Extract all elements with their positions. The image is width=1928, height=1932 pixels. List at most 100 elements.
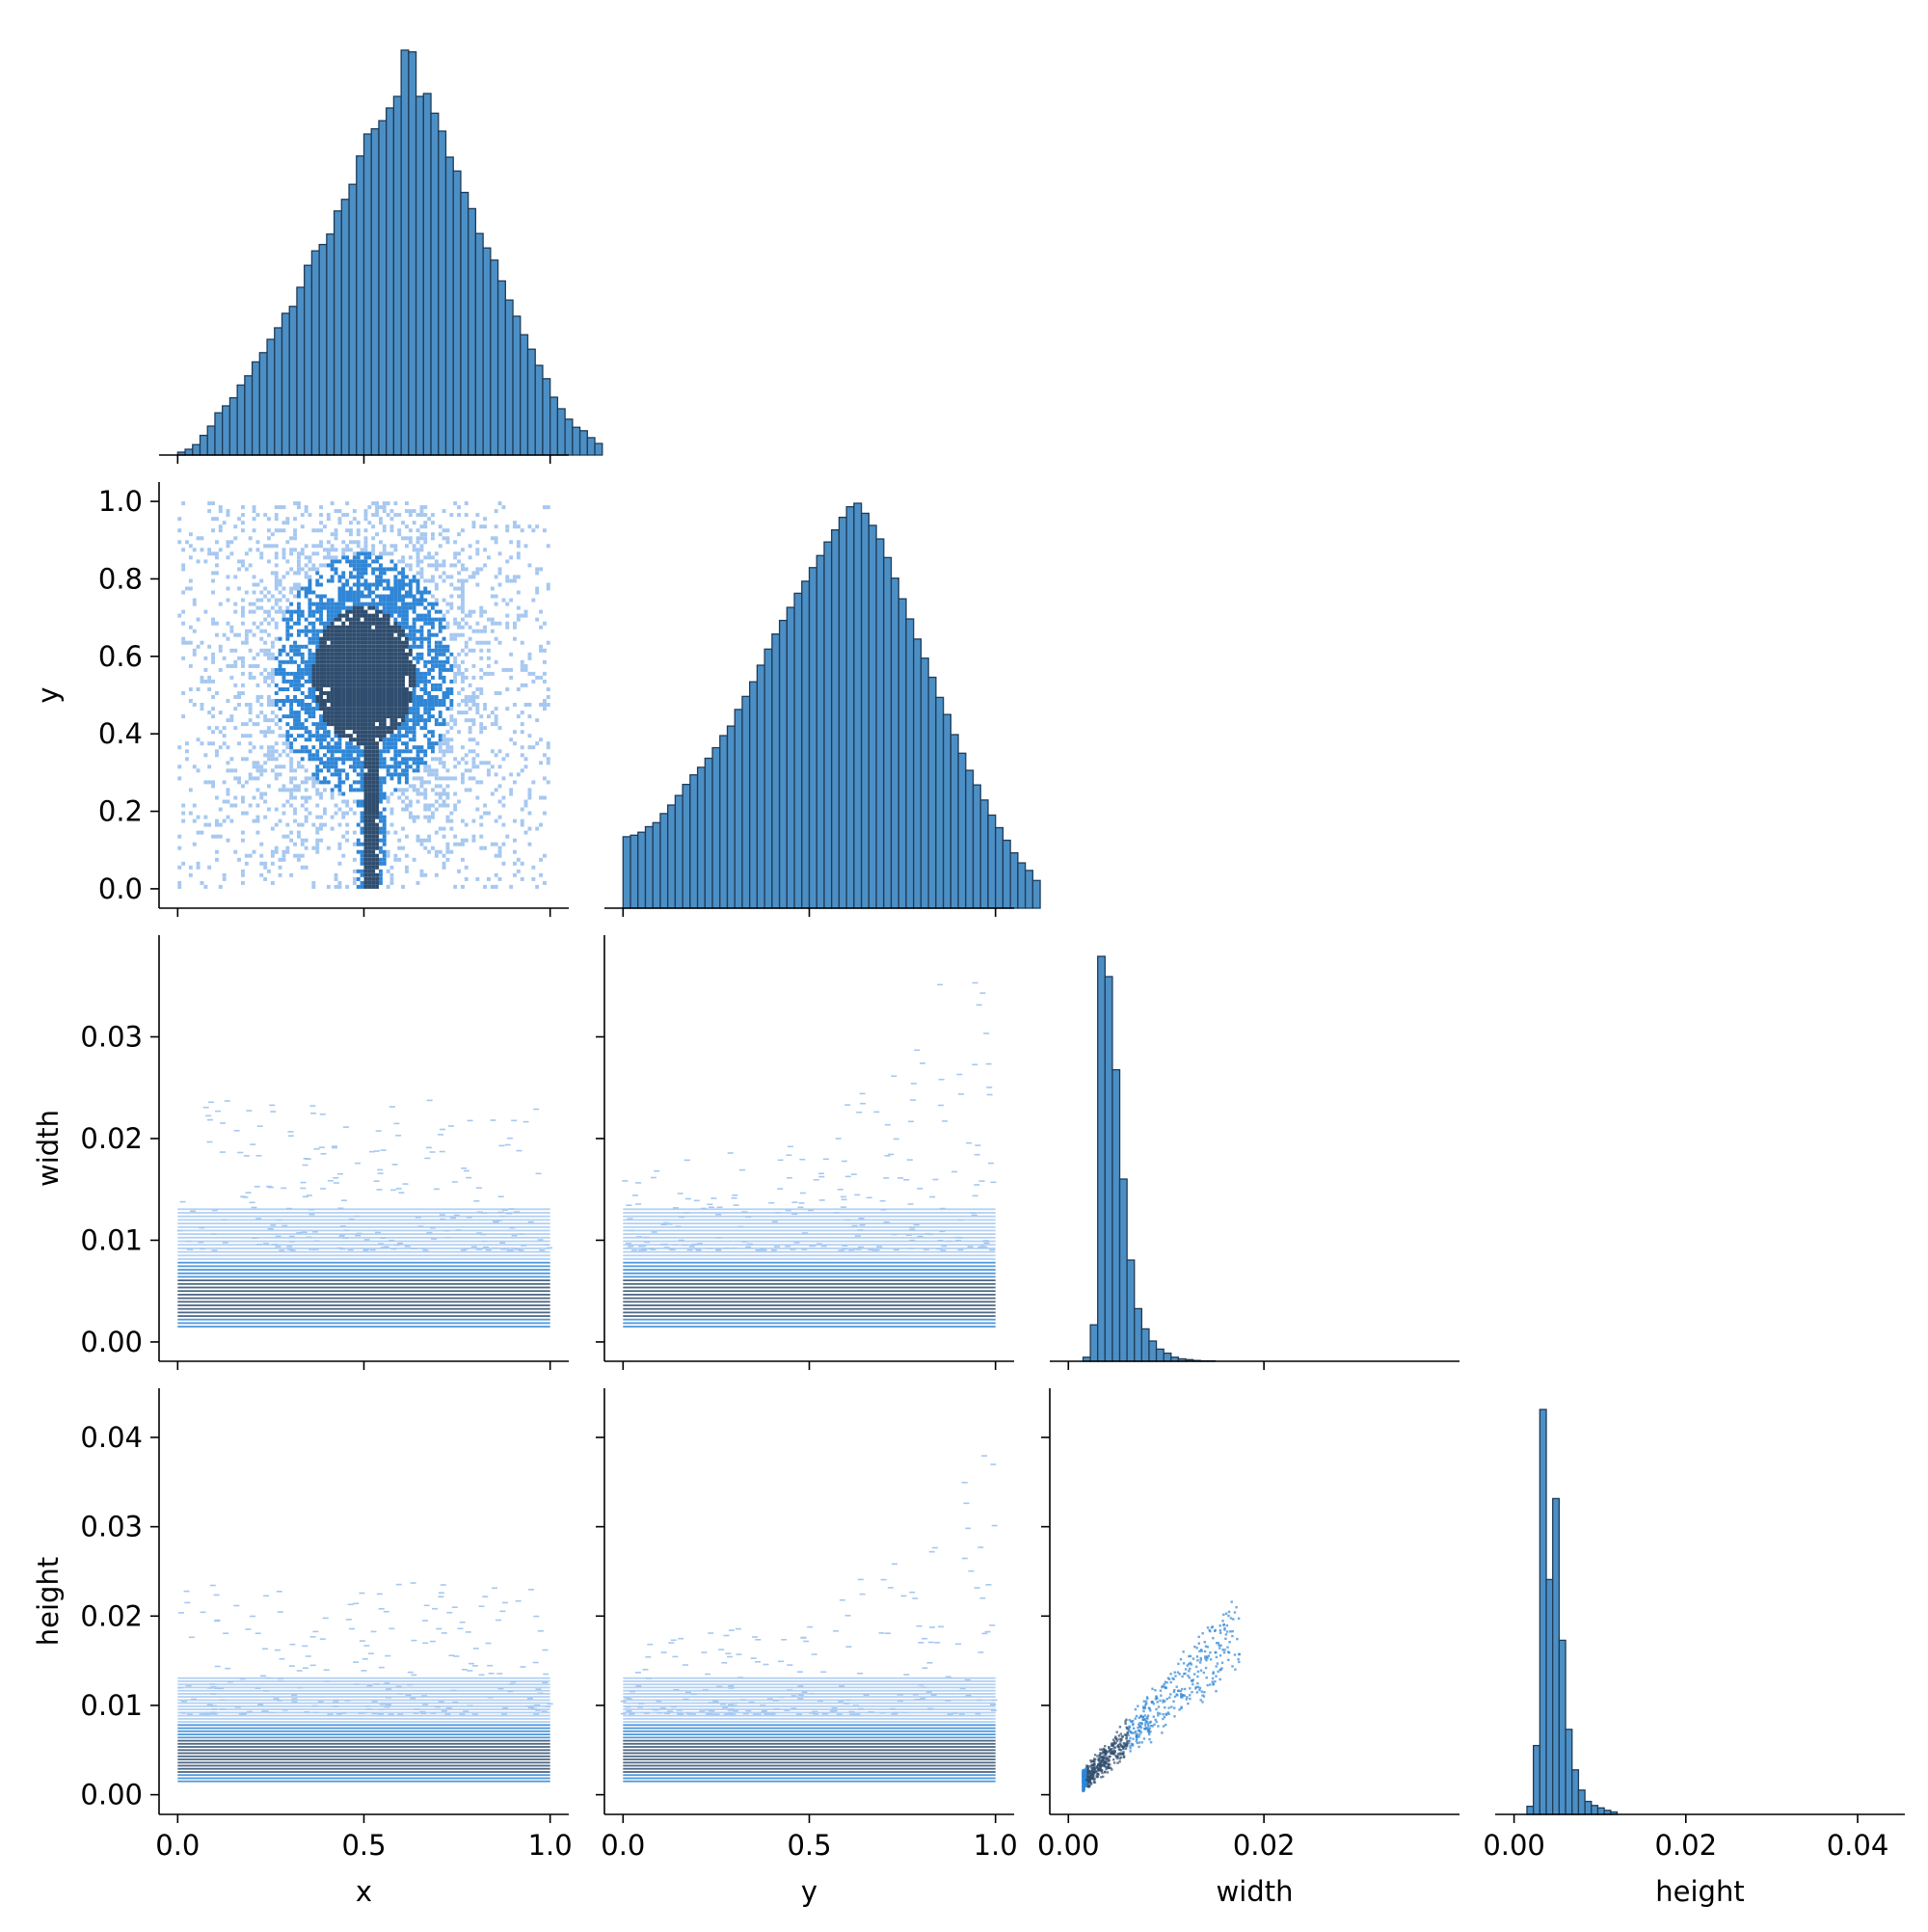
- hist2d-cell: [345, 528, 349, 532]
- hist2d-cell: [357, 695, 361, 699]
- hist2d-cell: [383, 711, 387, 714]
- hist2d-cell: [367, 823, 371, 827]
- hist2d-dash: [489, 1673, 495, 1675]
- hist2d-dash: [736, 1628, 741, 1630]
- hist2d-dash: [336, 1248, 342, 1249]
- hist2d-dash: [289, 1665, 295, 1667]
- hist2d-dash: [301, 1182, 307, 1184]
- hist2d-cell: [237, 559, 241, 563]
- hist2d-cell: [311, 633, 315, 637]
- hist2d-cell: [249, 804, 253, 808]
- hist-bar-x: [297, 287, 305, 455]
- hist2d-cell: [364, 687, 368, 691]
- hist2d-cell: [319, 703, 323, 707]
- hist2d-dash: [798, 1695, 804, 1697]
- hist2d-cell: [387, 714, 390, 718]
- hist2d-cell: [431, 664, 435, 668]
- hist2d-dash: [422, 1704, 428, 1705]
- hist2d-cell: [335, 645, 338, 649]
- hist2d-cell: [259, 649, 263, 653]
- hist2d-cell: [259, 730, 263, 734]
- hist2d-cell: [189, 788, 193, 792]
- hist2d-cell: [331, 745, 335, 749]
- hist2d-cell: [423, 753, 427, 757]
- hist2d-point: [1198, 1643, 1200, 1645]
- hist2d-cell: [390, 595, 394, 599]
- hist2d-cell: [193, 630, 197, 633]
- hist2d-cell: [349, 559, 353, 563]
- hist2d-cell: [453, 885, 457, 889]
- hist2d-cell: [446, 603, 450, 606]
- hist2d-dash: [181, 1712, 187, 1714]
- hist2d-cell: [379, 753, 383, 757]
- hist2d-cell: [275, 772, 279, 776]
- hist2d-cell: [475, 540, 479, 544]
- hist2d-point: [1207, 1684, 1209, 1686]
- hist2d-cell: [253, 722, 256, 726]
- hist2d-cell: [427, 765, 431, 768]
- hist2d-cell: [361, 676, 364, 680]
- hist2d-cell: [237, 567, 241, 571]
- hist2d-cell: [367, 819, 371, 823]
- hist2d-stripe: [177, 1749, 549, 1751]
- hist2d-dash: [901, 1712, 907, 1714]
- hist2d-cell: [379, 626, 383, 630]
- hist2d-cell: [364, 738, 368, 741]
- hist2d-cell: [345, 753, 349, 757]
- hist2d-cell: [357, 885, 361, 889]
- hist2d-dash: [180, 1201, 186, 1203]
- hist2d-cell: [367, 555, 371, 559]
- hist2d-cell: [181, 637, 185, 641]
- hist2d-cell: [397, 653, 401, 657]
- hist2d-cell: [449, 595, 453, 599]
- hist2d-cell: [397, 610, 401, 614]
- hist2d-cell: [413, 691, 416, 695]
- hist2d-cell: [297, 718, 301, 722]
- hist2d-cell: [390, 657, 394, 660]
- hist2d-cell: [361, 873, 364, 877]
- hist2d-dash: [225, 1100, 230, 1102]
- hist2d-cell: [367, 870, 371, 873]
- hist2d-dash: [715, 1237, 721, 1239]
- hist2d-cell: [323, 722, 327, 726]
- hist2d-cell: [531, 680, 535, 684]
- hist2d-dash: [209, 1683, 215, 1685]
- hist2d-cell: [383, 614, 387, 618]
- hist2d-cell: [341, 653, 345, 657]
- hist-bar-y: [802, 581, 810, 908]
- hist2d-cell: [423, 691, 427, 695]
- hist-bar-y: [810, 568, 817, 908]
- hist2d-cell: [297, 687, 301, 691]
- hist2d-dash: [647, 1644, 653, 1646]
- hist2d-cell: [364, 866, 368, 870]
- hist2d-cell: [379, 761, 383, 765]
- hist2d-cell: [379, 800, 383, 804]
- hist2d-dash: [314, 1240, 320, 1242]
- hist2d-cell: [331, 610, 335, 614]
- hist2d-dash: [337, 1208, 343, 1210]
- hist2d-cell: [505, 579, 509, 583]
- hist2d-dash: [486, 1643, 492, 1645]
- hist2d-cell: [338, 843, 342, 846]
- hist2d-cell: [427, 630, 431, 633]
- hist2d-cell: [311, 610, 315, 614]
- hist2d-dash: [468, 1705, 473, 1707]
- hist2d-point: [1150, 1741, 1152, 1743]
- hist2d-cell: [357, 555, 361, 559]
- hist2d-cell: [461, 780, 465, 784]
- hist2d-cell: [315, 699, 319, 703]
- hist2d-cell: [401, 718, 405, 722]
- hist2d-cell: [357, 699, 361, 703]
- hist-bar-y: [1018, 863, 1026, 908]
- hist2d-point: [1227, 1659, 1229, 1661]
- hist2d-cell: [327, 517, 331, 521]
- hist2d-cell: [341, 757, 345, 761]
- hist2d-cell: [405, 726, 409, 730]
- hist2d-cell: [289, 703, 293, 707]
- hist2d-cell: [311, 699, 315, 703]
- hist2d-cell: [387, 645, 390, 649]
- hist2d-dash: [451, 1690, 457, 1692]
- hist2d-cell: [335, 768, 338, 772]
- hist-bar-x: [483, 248, 491, 455]
- hist2d-cell: [472, 699, 476, 703]
